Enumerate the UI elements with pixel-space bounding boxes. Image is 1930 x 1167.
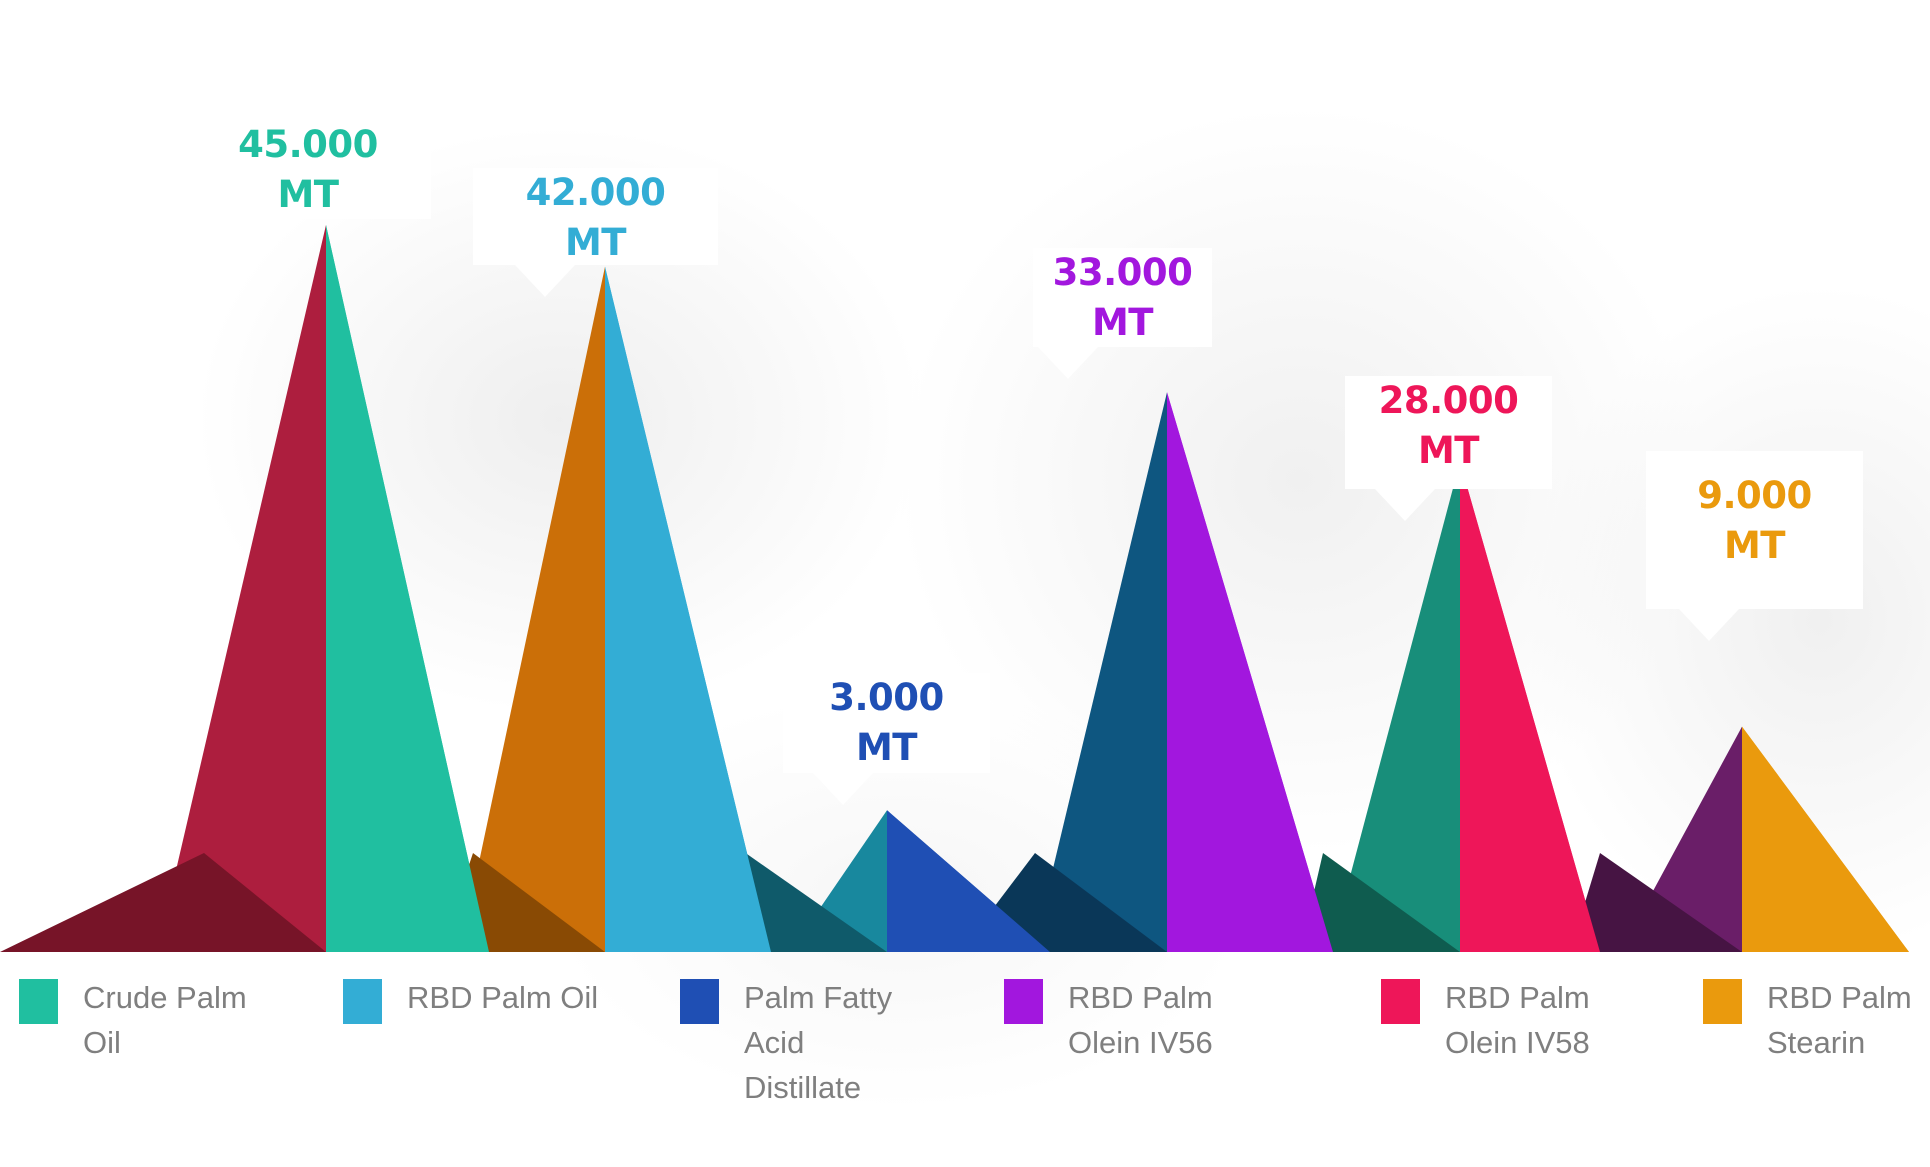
legend-swatch [1703, 979, 1742, 1024]
peak-right-face-top-rbd-palm-olein-iv58 [1460, 461, 1600, 952]
callout-value: 28.000 [1378, 379, 1519, 422]
callout-unit: MT [1417, 429, 1480, 472]
legend-label-line: Acid [744, 1025, 805, 1060]
legend-label-line: Oil [83, 1025, 121, 1060]
legend-label-line: RBD Palm Oil [407, 980, 599, 1015]
callout-pointer [1679, 609, 1739, 641]
legend-label: RBD Palm Oil [407, 975, 607, 1020]
peak-right-face-top-rbd-palm-stearin [1742, 726, 1909, 952]
legend-label-line: RBD Palm [1767, 980, 1912, 1015]
legend-label-line: Crude Palm [83, 980, 247, 1015]
callout-unit: MT [1723, 524, 1786, 567]
callout-value: 33.000 [1052, 251, 1193, 294]
legend-label: Crude Palm Oil [83, 975, 283, 1065]
legend-label: Palm Fatty Acid Distillate [744, 975, 944, 1110]
legend-label-line: Distillate [744, 1070, 862, 1105]
peak-right-face-top-rbd-palm-olein-iv56 [1167, 392, 1333, 952]
legend-swatch [680, 979, 719, 1024]
callout-unit: MT [277, 173, 339, 216]
callout-value: 3.000 [829, 676, 944, 719]
legend-label-line: Stearin [1767, 1025, 1866, 1060]
callout-unit: MT [564, 221, 627, 264]
legend-label-line: Palm Fatty [744, 980, 893, 1015]
peak-left-face-rbd-palm-olein-iv58 [1330, 461, 1460, 952]
callout-pointer [1375, 489, 1435, 521]
callout-value: 45.000 [238, 123, 378, 166]
legend-swatch [1004, 979, 1043, 1024]
valley-front-layer [0, 225, 1909, 952]
callout-unit: MT [1091, 301, 1154, 344]
legend-swatch [19, 979, 58, 1024]
callout-palm-fatty-acid-distillate: 3.000 MT [783, 673, 990, 805]
peak-left-face-crude-palm-oil [157, 225, 326, 952]
callout-pointer [226, 219, 286, 251]
legend-swatch [343, 979, 382, 1024]
callout-rbd-palm-oil: 42.000 MT [473, 168, 718, 297]
callout-value: 9.000 [1697, 474, 1812, 517]
callout-pointer [813, 773, 873, 805]
peak-right-face-top-palm-fatty-acid-distillate [887, 810, 1050, 952]
callout-rbd-palm-olein-iv58: 28.000 MT [1345, 376, 1552, 521]
legend-label-line: RBD Palm [1068, 980, 1213, 1015]
valley-face-rbd-palm-olein-iv58 [1300, 853, 1460, 952]
peak-left-face-rbd-palm-olein-iv56 [1033, 392, 1167, 952]
legend-swatch [1381, 979, 1420, 1024]
legend-label-line: RBD Palm [1445, 980, 1590, 1015]
legend-label-line: Olein IV56 [1068, 1025, 1213, 1060]
legend-label: RBD Palm Olein IV58 [1445, 975, 1645, 1065]
callout-pointer [515, 265, 575, 297]
callout-rbd-palm-olein-iv56: 33.000 MT [1033, 248, 1212, 379]
peak-left-face-palm-fatty-acid-distillate [790, 810, 887, 952]
callout-rbd-palm-stearin: 9.000 MT [1646, 451, 1863, 641]
callout-pointer [1038, 347, 1098, 379]
valley-face-rbd-palm-stearin [1570, 853, 1742, 952]
legend-label-line: Olein IV58 [1445, 1025, 1590, 1060]
peak-right-face-top-rbd-palm-oil [605, 266, 771, 952]
peak-left-face-rbd-palm-oil [460, 266, 605, 952]
callout-value: 42.000 [525, 171, 666, 214]
legend-label: RBD Palm Olein IV56 [1068, 975, 1268, 1065]
callout-unit: MT [855, 726, 918, 769]
valley-face-crude-palm-oil [0, 853, 326, 952]
callout-crude-palm-oil: 45.000 MT [185, 120, 431, 251]
peak-right-face-top-crude-palm-oil [326, 225, 489, 952]
legend-label: RBD Palm Stearin [1767, 975, 1930, 1065]
